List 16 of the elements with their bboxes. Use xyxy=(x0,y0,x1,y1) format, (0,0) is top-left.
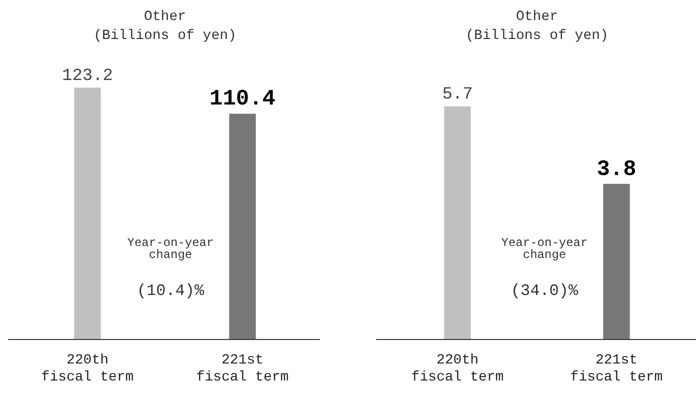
chart-subtitle: (Billions of yen) xyxy=(94,28,236,44)
data-label: 123.2 xyxy=(62,66,114,86)
x-tick-label: 221st fiscal term xyxy=(570,352,663,386)
data-label: 5.7 xyxy=(442,86,473,105)
chart-subtitle: (Billions of yen) xyxy=(466,28,608,44)
chart-title: Other xyxy=(144,9,186,26)
annotation: Year-on-year change xyxy=(500,236,589,262)
chart-title: Other xyxy=(516,9,558,26)
annotation: (34.0)% xyxy=(510,282,580,300)
annotation: (10.4)% xyxy=(136,282,206,300)
annotation: Year-on-year change xyxy=(126,236,215,262)
x-tick-label: 220th fiscal term xyxy=(411,352,504,386)
x-tick-label: 220th fiscal term xyxy=(41,352,134,386)
data-label: 110.4 xyxy=(209,86,276,112)
x-tick-label: 221st fiscal term xyxy=(196,352,289,386)
data-label: 3.8 xyxy=(596,156,636,182)
